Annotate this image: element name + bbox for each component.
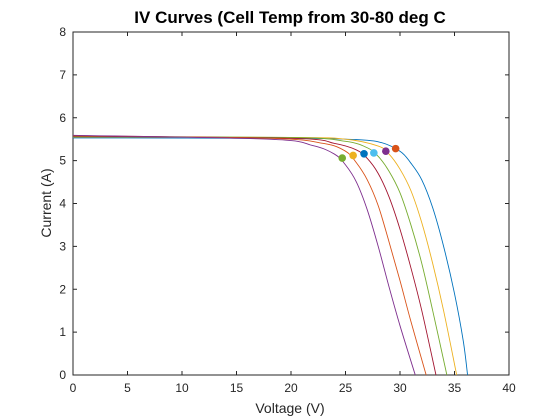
max-power-point [338, 154, 347, 162]
iv-curve-line [72, 135, 427, 376]
iv-curve-line [72, 136, 458, 376]
chart-title: IV Curves (Cell Temp from 30-80 deg C [134, 8, 445, 27]
x-tick-label: 40 [502, 381, 516, 395]
x-tick-label: 35 [448, 381, 462, 395]
x-tick-label: 25 [339, 381, 353, 395]
plot-area: 0 5 10 15 20 25 30 35 40 0 1 2 3 4 5 6 7 8 [59, 25, 516, 395]
x-tick-label: 20 [284, 381, 298, 395]
x-tick-label: 0 [70, 381, 77, 395]
y-tick-label: 2 [59, 282, 66, 296]
y-axis-label: Current (A) [38, 168, 54, 237]
iv-curve-line [72, 135, 437, 376]
y-tick-label: 6 [59, 111, 66, 125]
max-power-point [382, 147, 390, 155]
max-power-point [349, 151, 357, 160]
max-power-point [360, 149, 368, 158]
y-tick-label: 1 [59, 325, 66, 339]
max-power-point [391, 144, 400, 153]
x-tick-label: 10 [175, 381, 189, 395]
iv-curve-line [72, 136, 448, 376]
y-tick-label: 4 [59, 197, 66, 211]
x-tick-label: 15 [230, 381, 244, 395]
y-tick-label: 3 [59, 239, 66, 253]
max-power-point [370, 149, 378, 157]
x-tick-label: 5 [124, 381, 131, 395]
x-axis-label: Voltage (V) [255, 400, 324, 416]
iv-curve-line [72, 137, 469, 376]
iv-curve-line [72, 134, 416, 376]
y-tick-label: 5 [59, 154, 66, 168]
axes-box [72, 31, 510, 376]
x-tick-label: 30 [393, 381, 407, 395]
y-tick-label: 0 [59, 368, 66, 382]
y-tick-label: 7 [59, 68, 66, 82]
y-tick-label: 8 [59, 25, 66, 39]
